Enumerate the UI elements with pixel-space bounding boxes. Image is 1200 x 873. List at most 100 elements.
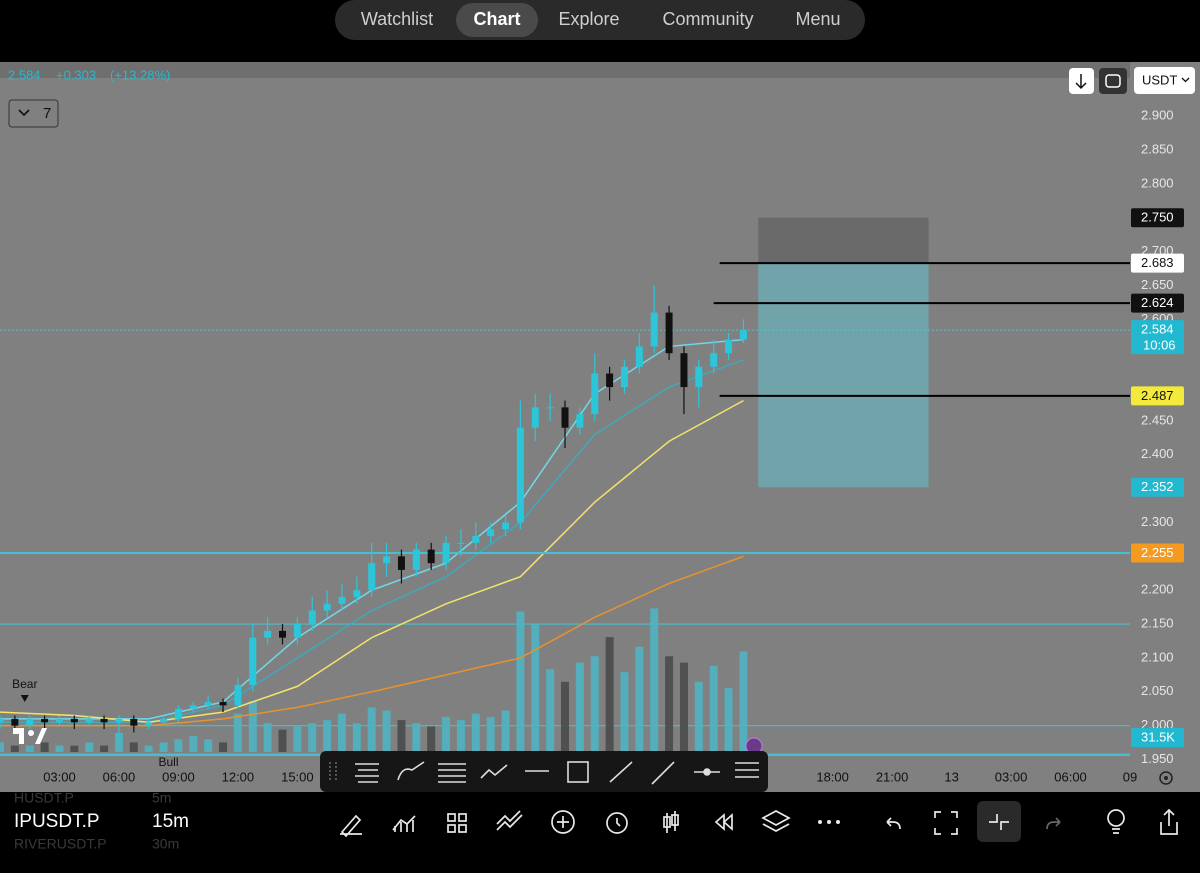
x-tick-label: 03:00	[43, 769, 76, 784]
volume-bar	[709, 665, 718, 752]
ideas-icon[interactable]	[1107, 809, 1125, 827]
volume-bar	[219, 742, 228, 752]
symbol-name[interactable]: RIVERUSDT.P	[14, 836, 107, 852]
volume-bar	[55, 745, 64, 752]
candle-body	[427, 549, 435, 564]
x-tick-label: 06:00	[1054, 769, 1087, 784]
volume-bar	[739, 651, 748, 752]
volume-bar	[0, 742, 4, 752]
price-change: +0.303	[56, 67, 96, 82]
candle-body	[531, 407, 539, 428]
tool-icon	[355, 763, 379, 783]
countdown-label: 10:06	[1143, 338, 1176, 353]
symbol-interval[interactable]: 30m	[152, 836, 179, 852]
tool-icon	[735, 762, 759, 778]
price-badge	[1131, 477, 1184, 497]
volume-bar	[352, 723, 361, 752]
more-icon[interactable]	[818, 820, 840, 824]
volume-bar	[724, 688, 733, 752]
y-tick-label: 2.200	[1141, 582, 1174, 597]
candle-body	[457, 542, 465, 544]
moving-average	[0, 555, 744, 727]
add-icon[interactable]	[551, 810, 575, 834]
volume-bar	[159, 742, 168, 752]
volume-bar	[679, 662, 688, 752]
tool-icon	[480, 764, 508, 779]
candle-body	[442, 542, 450, 564]
candle-body	[650, 312, 658, 347]
x-tick-label: 12:00	[222, 769, 255, 784]
volume-bar	[561, 681, 569, 752]
candle-body	[665, 312, 673, 354]
logo	[13, 728, 47, 744]
price-badge-label: 2.683	[1141, 255, 1174, 270]
indicators-icon[interactable]	[392, 815, 416, 832]
x-tick-label: 03:00	[995, 769, 1028, 784]
volume-bar	[144, 745, 153, 752]
exit-fullscreen-button[interactable]	[977, 801, 1021, 842]
compare-icon[interactable]	[496, 810, 523, 831]
candle-body	[279, 630, 286, 638]
y-tick-label: 2.300	[1141, 514, 1174, 529]
tool-icon	[567, 761, 589, 783]
volume-bar	[382, 710, 391, 752]
candle-body	[502, 522, 510, 530]
drawing-tools	[329, 761, 759, 785]
currency-button[interactable]	[1134, 67, 1195, 94]
symbol-name[interactable]: HUSDT.P	[14, 790, 74, 806]
price-change-pct: (+13.28%)	[110, 67, 170, 82]
settings-icon[interactable]	[1159, 771, 1173, 785]
nav-tab[interactable]: Chart	[473, 9, 520, 29]
price-badge-label: 2.750	[1141, 210, 1174, 225]
volume-bar	[129, 742, 138, 752]
symbol-interval[interactable]: 5m	[152, 790, 171, 806]
share-icon[interactable]	[1160, 808, 1178, 835]
nav-tab-active	[456, 3, 538, 37]
draw-icon[interactable]	[340, 814, 362, 838]
undo-icon[interactable]	[886, 817, 901, 830]
volume-bar	[233, 713, 242, 752]
redo-icon[interactable]	[1046, 817, 1061, 830]
fullscreen-icon[interactable]	[934, 811, 958, 835]
volume-bar	[486, 716, 495, 752]
nav-tab[interactable]: Community	[662, 9, 753, 29]
nav-tab[interactable]: Explore	[558, 9, 619, 29]
templates-icon[interactable]	[447, 813, 467, 833]
candle-body	[145, 722, 153, 726]
y-tick-label: 2.150	[1141, 616, 1174, 631]
autoscale-button[interactable]	[1099, 68, 1127, 94]
volume-bar	[278, 729, 287, 752]
signal-label: Bear	[12, 677, 37, 691]
signal-label: Bull	[159, 755, 179, 769]
candle-body	[249, 637, 257, 686]
price-badge	[1131, 320, 1184, 355]
candle-body	[0, 718, 4, 723]
indicators-count: 7	[43, 105, 51, 122]
nav-tab[interactable]: Menu	[795, 9, 840, 29]
layers-icon[interactable]	[761, 810, 791, 832]
volume-bar	[650, 608, 659, 752]
candle-body	[620, 366, 628, 388]
volume-bar	[575, 662, 584, 752]
tool-icon	[397, 761, 425, 781]
candle-body	[695, 366, 703, 388]
x-tick-label: 06:00	[103, 769, 136, 784]
price-badge	[1131, 253, 1184, 273]
alert-icon[interactable]	[606, 812, 628, 834]
candle-body	[412, 549, 420, 570]
volume-bar	[189, 736, 198, 752]
nav-tab[interactable]: Watchlist	[361, 9, 433, 29]
x-tick-label: 15:00	[281, 769, 314, 784]
autoscale-icon	[1105, 74, 1121, 88]
volume-bar	[620, 672, 629, 752]
volume-bar	[605, 637, 614, 752]
price-badge	[1131, 208, 1184, 228]
indicators-toggle[interactable]	[8, 99, 59, 128]
candle-body	[397, 556, 405, 570]
chevron-icon	[18, 109, 30, 117]
candle-body	[591, 373, 599, 415]
symbol-interval[interactable]: 15m	[152, 811, 189, 832]
candle-body	[353, 590, 361, 597]
replay-icon[interactable]	[714, 813, 733, 831]
symbol-name[interactable]: IPUSDT.P	[14, 811, 100, 832]
